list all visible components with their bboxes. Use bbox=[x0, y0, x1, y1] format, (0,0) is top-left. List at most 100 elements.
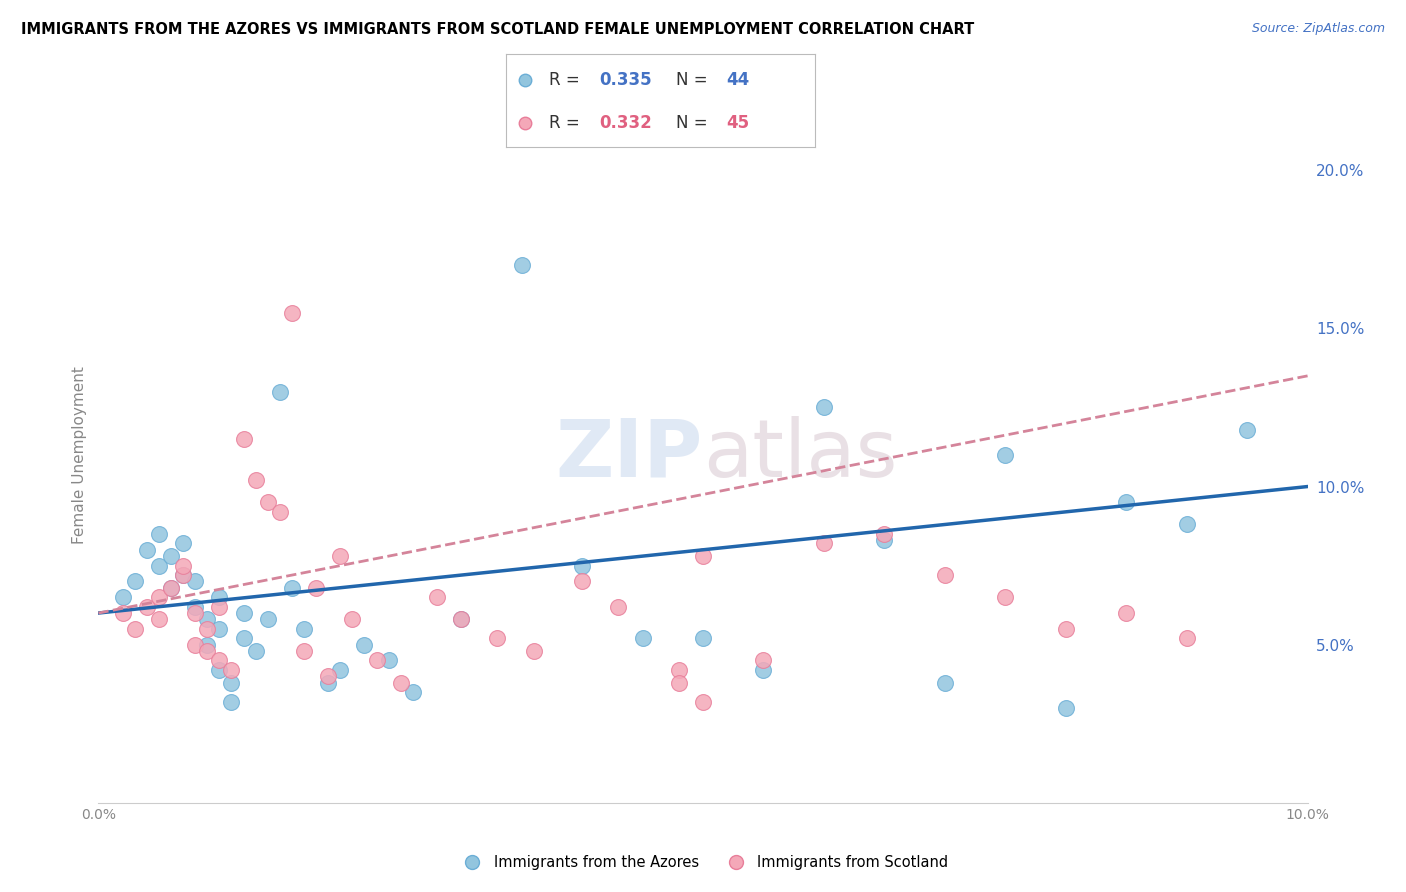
Text: Source: ZipAtlas.com: Source: ZipAtlas.com bbox=[1251, 22, 1385, 36]
Point bbox=[172, 568, 194, 582]
Text: 45: 45 bbox=[725, 114, 749, 132]
Point bbox=[148, 527, 170, 541]
Point bbox=[208, 622, 231, 636]
Text: R =: R = bbox=[550, 114, 585, 132]
Point bbox=[135, 542, 157, 557]
Point bbox=[160, 581, 183, 595]
Text: 44: 44 bbox=[725, 70, 749, 88]
Point bbox=[426, 591, 449, 605]
Point bbox=[195, 638, 218, 652]
Point bbox=[1236, 423, 1258, 437]
Point bbox=[148, 612, 170, 626]
Point bbox=[195, 644, 218, 658]
Point bbox=[1175, 517, 1198, 532]
Point bbox=[221, 663, 243, 677]
Point bbox=[994, 448, 1017, 462]
Y-axis label: Female Unemployment: Female Unemployment bbox=[72, 366, 87, 544]
Point bbox=[752, 653, 775, 667]
Point bbox=[873, 527, 896, 541]
Text: 0.335: 0.335 bbox=[599, 70, 651, 88]
Text: IMMIGRANTS FROM THE AZORES VS IMMIGRANTS FROM SCOTLAND FEMALE UNEMPLOYMENT CORRE: IMMIGRANTS FROM THE AZORES VS IMMIGRANTS… bbox=[21, 22, 974, 37]
Point bbox=[692, 549, 714, 563]
Point bbox=[232, 606, 254, 620]
Point bbox=[329, 663, 352, 677]
Point bbox=[934, 568, 956, 582]
Point bbox=[1054, 701, 1077, 715]
Point bbox=[305, 581, 328, 595]
Point bbox=[692, 695, 714, 709]
Point bbox=[221, 675, 243, 690]
Point bbox=[510, 258, 533, 272]
Point bbox=[208, 663, 231, 677]
Point bbox=[1054, 622, 1077, 636]
Point bbox=[232, 632, 254, 646]
Point bbox=[245, 473, 267, 487]
Point bbox=[402, 685, 425, 699]
Point bbox=[160, 581, 183, 595]
Point bbox=[148, 591, 170, 605]
Point bbox=[160, 549, 183, 563]
Point bbox=[184, 574, 207, 589]
Point bbox=[111, 606, 134, 620]
Point bbox=[172, 536, 194, 550]
Point bbox=[389, 675, 412, 690]
Text: N =: N = bbox=[676, 114, 713, 132]
Point bbox=[1175, 632, 1198, 646]
Point bbox=[316, 669, 339, 683]
Point bbox=[269, 384, 291, 399]
Point bbox=[292, 644, 315, 658]
Point bbox=[329, 549, 352, 563]
Point bbox=[172, 558, 194, 573]
Point bbox=[450, 612, 472, 626]
Point bbox=[873, 533, 896, 548]
Point bbox=[281, 305, 304, 319]
Point bbox=[523, 644, 546, 658]
Point bbox=[486, 632, 509, 646]
Point bbox=[256, 612, 278, 626]
Point bbox=[245, 644, 267, 658]
Point bbox=[124, 622, 146, 636]
Point bbox=[377, 653, 399, 667]
Point bbox=[316, 675, 339, 690]
Text: atlas: atlas bbox=[703, 416, 897, 494]
Point bbox=[813, 401, 835, 415]
Text: N =: N = bbox=[676, 70, 713, 88]
Point bbox=[668, 663, 690, 677]
Point bbox=[366, 653, 388, 667]
Point bbox=[692, 632, 714, 646]
Point bbox=[208, 599, 231, 614]
Point bbox=[195, 622, 218, 636]
Point bbox=[1115, 606, 1137, 620]
Point bbox=[232, 432, 254, 446]
Point bbox=[934, 675, 956, 690]
Point bbox=[752, 663, 775, 677]
Point bbox=[353, 638, 375, 652]
Text: 0.332: 0.332 bbox=[599, 114, 652, 132]
Point bbox=[184, 638, 207, 652]
Text: ZIP: ZIP bbox=[555, 416, 703, 494]
Point bbox=[269, 505, 291, 519]
Point bbox=[256, 495, 278, 509]
Point bbox=[195, 612, 218, 626]
Point bbox=[111, 591, 134, 605]
Point bbox=[135, 599, 157, 614]
Point bbox=[342, 612, 364, 626]
Point bbox=[994, 591, 1017, 605]
Point bbox=[668, 675, 690, 690]
Point bbox=[571, 574, 593, 589]
Point bbox=[208, 591, 231, 605]
Point bbox=[571, 558, 593, 573]
Point bbox=[281, 581, 304, 595]
Point bbox=[184, 606, 207, 620]
Legend: Immigrants from the Azores, Immigrants from Scotland: Immigrants from the Azores, Immigrants f… bbox=[451, 849, 955, 876]
Point bbox=[124, 574, 146, 589]
Point bbox=[631, 632, 654, 646]
Point bbox=[813, 536, 835, 550]
Point bbox=[292, 622, 315, 636]
Point bbox=[172, 568, 194, 582]
Point bbox=[450, 612, 472, 626]
Point bbox=[184, 599, 207, 614]
Point bbox=[1115, 495, 1137, 509]
Point bbox=[148, 558, 170, 573]
Point bbox=[208, 653, 231, 667]
